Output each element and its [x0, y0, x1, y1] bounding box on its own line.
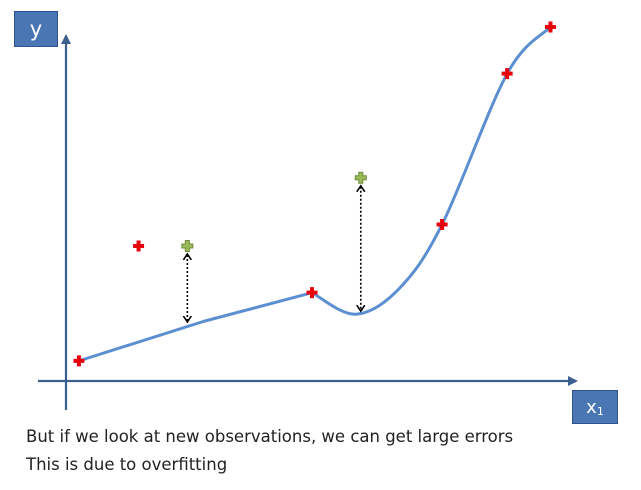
- x-axis-label-main: x: [586, 396, 597, 418]
- training-point-2: [133, 240, 145, 252]
- training-point-3: [306, 287, 318, 299]
- training-point-5: [501, 68, 513, 80]
- new-observation-point-1: [181, 239, 194, 252]
- y-axis-label-text: y: [29, 17, 43, 41]
- y-axis-label: y: [14, 11, 58, 47]
- new-observation-point-2: [354, 171, 367, 184]
- caption-line-1: But if we look at new observations, we c…: [26, 427, 514, 446]
- x-axis-label-sub: 1: [596, 404, 604, 418]
- training-point-4: [436, 218, 448, 230]
- training-point-1: [73, 355, 85, 367]
- training-point-6: [544, 21, 556, 33]
- fitted-curve: [77, 25, 552, 363]
- caption-line-2: This is due to overfitting: [26, 455, 228, 474]
